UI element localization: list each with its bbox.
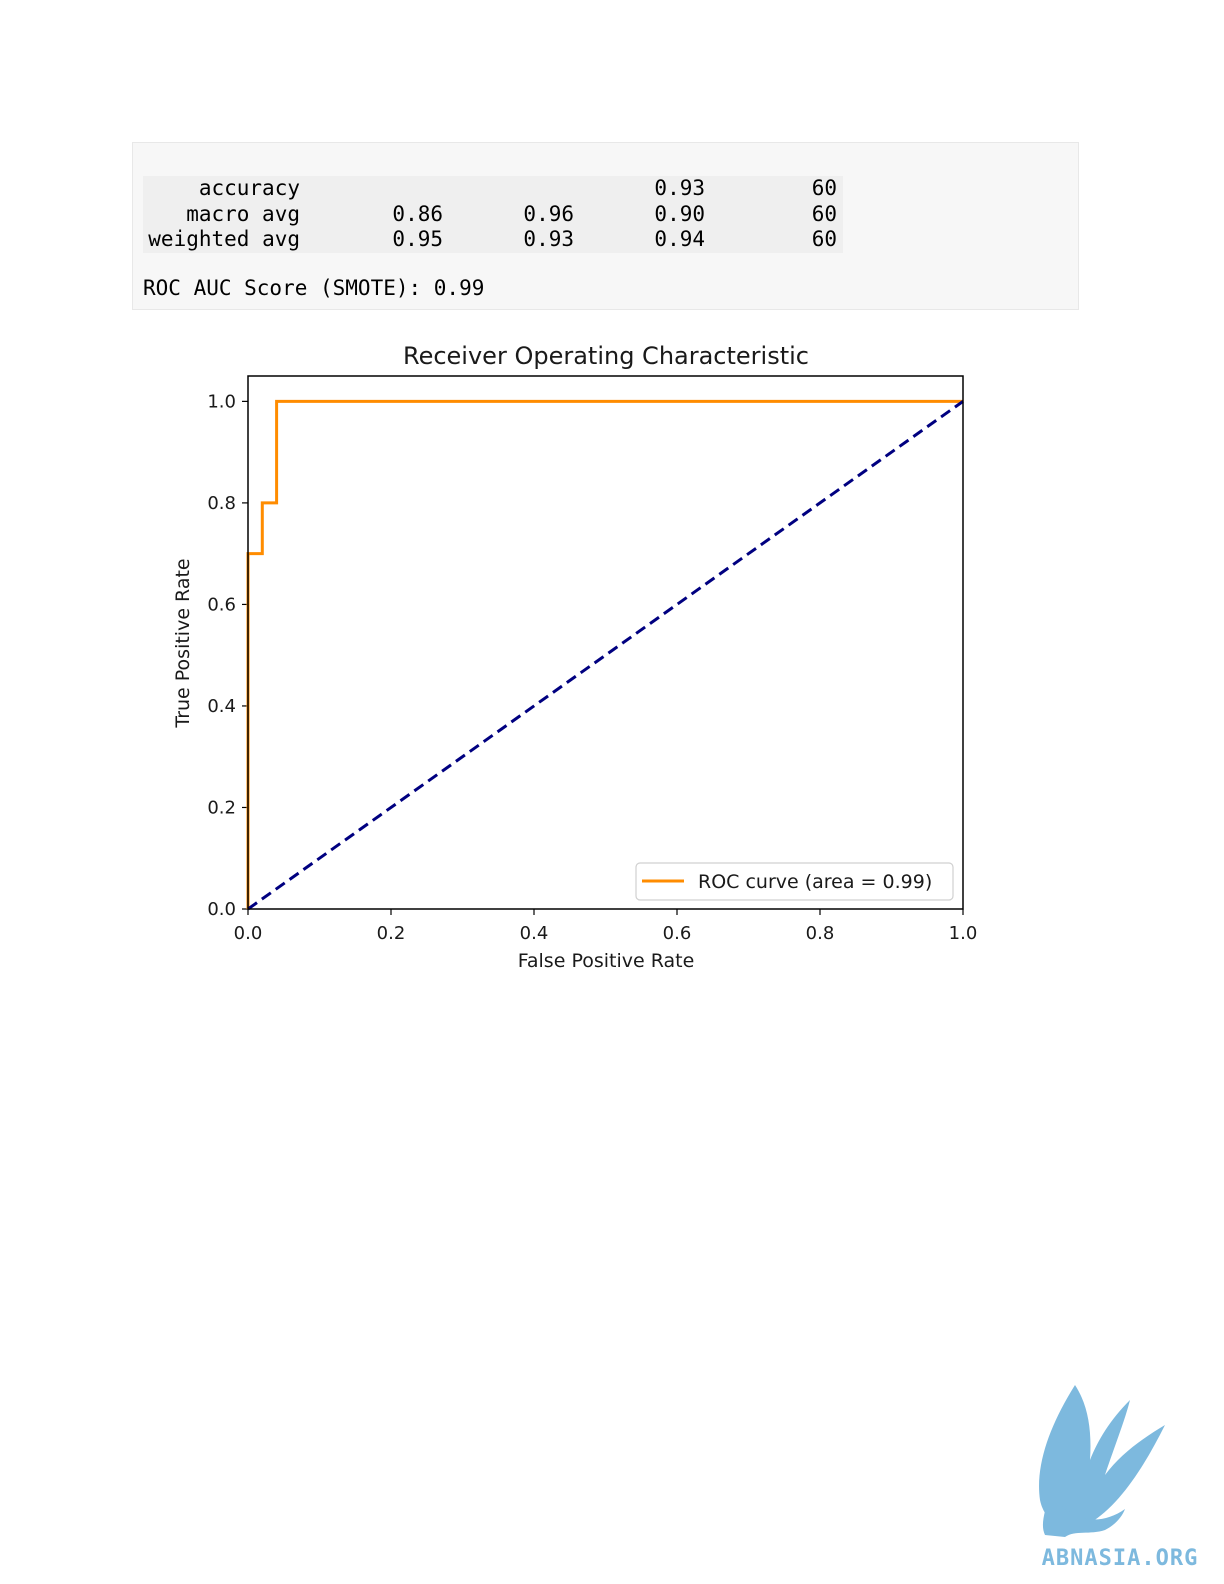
- x-axis-label: False Positive Rate: [518, 950, 695, 972]
- row-f1: 0.93: [654, 176, 705, 200]
- x-tick-label: 1.0: [949, 923, 978, 944]
- row-label: accuracy: [198, 176, 300, 200]
- griffin-body-icon: [1042, 1495, 1125, 1537]
- report-row-weighted-avg: weighted avg 0.95 0.93 0.94 60: [143, 227, 843, 253]
- roc-chart: Receiver Operating Characteristic True P…: [172, 342, 977, 972]
- report-row-macro-avg: macro avg 0.86 0.96 0.90 60: [143, 201, 843, 227]
- report-row-accuracy: accuracy 0.93 60: [143, 176, 843, 202]
- row-support: 60: [811, 201, 837, 226]
- roc-auc-score-text: ROC AUC Score (SMOTE): 0.99: [143, 276, 485, 300]
- classification-report: accuracy 0.93 60 macro avg 0.86 0.96 0.9…: [143, 176, 843, 253]
- row-support: 60: [811, 227, 837, 251]
- x-tick-label: 0.6: [663, 923, 692, 944]
- axis-ticks: 0.0 0.2 0.4 0.6 0.8 1.0 0.0 0.2 0.4 0.6 0.8 1.0: [207, 391, 977, 944]
- legend-box: [635, 862, 954, 901]
- row-recall: 0.96: [523, 201, 574, 226]
- logo-text: ABNASIA.ORG: [1042, 1546, 1199, 1570]
- row-precision: 0.95: [392, 227, 443, 251]
- y-tick-label: 1.0: [207, 391, 236, 412]
- row-support: 60: [811, 176, 837, 200]
- y-axis-label-group: True Positive Rate: [172, 558, 194, 728]
- row-f1: 0.90: [654, 201, 705, 226]
- legend: ROC curve (area = 0.99): [635, 862, 954, 901]
- x-tick-label: 0.8: [806, 923, 835, 944]
- y-tick-label: 0.2: [207, 797, 236, 818]
- chart-title: Receiver Operating Characteristic: [403, 342, 809, 370]
- x-tick-label: 0.4: [520, 923, 549, 944]
- random-baseline-line: [247, 400, 964, 911]
- x-tick-label: 0.2: [377, 923, 406, 944]
- series-group: [246, 399, 964, 911]
- y-tick-label: 0.0: [207, 899, 236, 920]
- row-recall: 0.93: [523, 227, 574, 251]
- y-axis-label: True Positive Rate: [172, 558, 194, 728]
- abnasia-logo: ABNASIA.ORG: [1039, 1385, 1199, 1570]
- legend-label: ROC curve (area = 0.99): [698, 871, 932, 893]
- row-f1: 0.94: [654, 227, 705, 251]
- y-tick-label: 0.6: [207, 594, 236, 615]
- row-label: weighted avg: [148, 227, 300, 251]
- griffin-wing-icon: [1039, 1385, 1165, 1529]
- y-tick-label: 0.8: [207, 493, 236, 514]
- row-precision: 0.86: [392, 201, 443, 226]
- plot-frame: [247, 375, 964, 910]
- x-tick-label: 0.0: [234, 923, 263, 944]
- y-tick-label: 0.4: [207, 696, 236, 717]
- row-label: macro avg: [186, 201, 300, 226]
- roc-curve-line: [246, 399, 963, 909]
